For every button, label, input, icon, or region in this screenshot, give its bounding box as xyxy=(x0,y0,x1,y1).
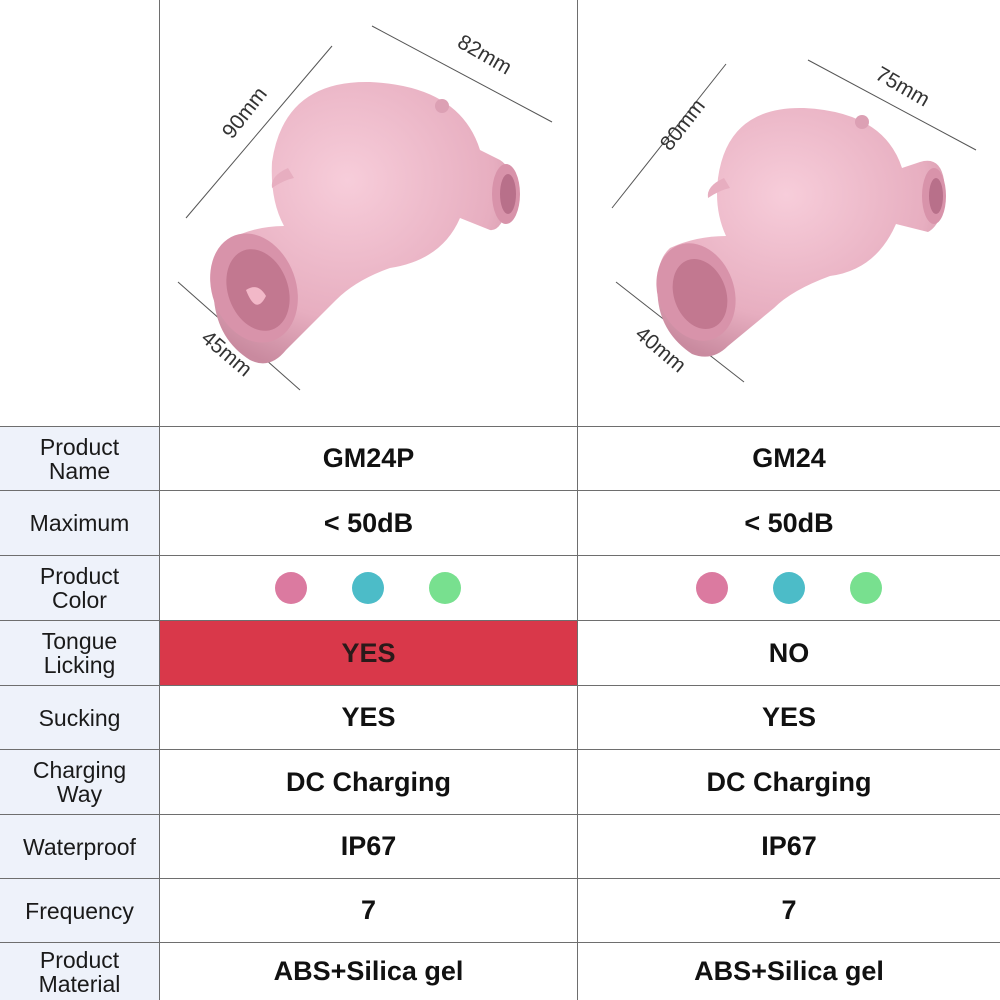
grid-line xyxy=(0,942,1000,943)
value-text: DC Charging xyxy=(286,766,451,797)
label-text: Waterproof xyxy=(23,833,136,860)
cell-gm24-material: ABS+Silica gel xyxy=(578,943,1000,1000)
cell-gm24p-material: ABS+Silica gel xyxy=(160,943,577,1000)
value-text: IP67 xyxy=(340,831,397,861)
value-text: GM24P xyxy=(322,443,415,473)
label-text: Product Color xyxy=(39,563,120,613)
cell-gm24-name: GM24 xyxy=(578,427,1000,490)
cell-gm24-tongue: NO xyxy=(578,621,1000,685)
label-text: Tongue Licking xyxy=(41,628,118,678)
grid-line xyxy=(0,878,1000,879)
grid-line xyxy=(0,814,1000,815)
value-text: 7 xyxy=(781,895,797,925)
height-dimension-label: 90mm xyxy=(218,83,272,143)
row-label-maximum: Maximum xyxy=(0,491,159,555)
value-text: 7 xyxy=(360,895,377,925)
cell-gm24p-waterproof: IP67 xyxy=(160,815,577,878)
grid-line xyxy=(0,685,1000,686)
row-label-frequency: Frequency xyxy=(0,879,159,942)
cell-gm24-charging: DC Charging xyxy=(578,750,1000,814)
color-swatch-pink xyxy=(275,572,307,604)
product-illustration: 80mm 75mm 40mm xyxy=(611,59,977,383)
value-text: ABS+Silica gel xyxy=(694,956,884,986)
cell-gm24p-tongue-highlight: YES xyxy=(160,621,577,685)
cell-gm24-noise: < 50dB xyxy=(578,491,1000,555)
value-text: GM24 xyxy=(752,443,826,473)
grid-line xyxy=(0,749,1000,750)
value-text: DC Charging xyxy=(706,766,872,797)
grid-line xyxy=(0,490,1000,491)
row-label-tongue-licking: Tongue Licking xyxy=(0,621,159,685)
cell-gm24p-charging: DC Charging xyxy=(160,750,577,814)
length-dimension-label: 82mm xyxy=(454,30,516,79)
label-text: Charging Way xyxy=(32,757,127,807)
cell-gm24p-sucking: YES xyxy=(160,686,577,749)
cell-gm24-sucking: YES xyxy=(578,686,1000,749)
grid-line xyxy=(577,0,578,1000)
grid-line xyxy=(0,620,1000,621)
value-text: ABS+Silica gel xyxy=(273,956,464,986)
value-text: < 50dB xyxy=(744,507,834,538)
color-swatch-pink xyxy=(696,572,728,604)
product-image-gm24p: 90mm 82mm 45mm xyxy=(160,0,577,426)
label-text: Frequency xyxy=(25,897,134,924)
value-text: YES xyxy=(341,637,396,668)
color-swatch-green xyxy=(429,572,461,604)
cell-gm24p-noise: < 50dB xyxy=(160,491,577,555)
label-text: Product Name xyxy=(39,433,120,484)
product-image-gm24: 80mm 75mm 40mm xyxy=(578,0,1000,426)
label-text: Sucking xyxy=(38,704,121,731)
value-text: YES xyxy=(761,702,817,732)
color-swatch-teal xyxy=(352,572,384,604)
row-label-product-color: Product Color xyxy=(0,556,159,620)
row-label-product-name: Product Name xyxy=(0,427,159,490)
color-swatch-green xyxy=(850,572,882,604)
grid-line xyxy=(0,426,1000,427)
grid-line xyxy=(0,555,1000,556)
label-text: Maximum xyxy=(29,510,130,536)
length-dimension-label: 75mm xyxy=(872,62,934,111)
cell-gm24p-frequency: 7 xyxy=(160,879,577,942)
label-text: Product Material xyxy=(38,946,121,997)
color-swatch-teal xyxy=(773,572,805,604)
grid-line xyxy=(159,0,160,1000)
value-text: IP67 xyxy=(761,831,817,861)
value-text: YES xyxy=(341,702,396,732)
value-text: NO xyxy=(768,637,810,668)
value-text: < 50dB xyxy=(323,507,414,538)
cell-gm24-frequency: 7 xyxy=(578,879,1000,942)
row-label-product-material: Product Material xyxy=(0,943,159,1000)
cell-gm24-waterproof: IP67 xyxy=(578,815,1000,878)
product-illustration: 90mm 82mm 45mm xyxy=(177,25,553,391)
row-label-charging-way: Charging Way xyxy=(0,750,159,814)
row-label-sucking: Sucking xyxy=(0,686,159,749)
row-label-waterproof: Waterproof xyxy=(0,815,159,878)
height-dimension-label: 80mm xyxy=(656,95,710,155)
cell-gm24p-name: GM24P xyxy=(160,427,577,490)
